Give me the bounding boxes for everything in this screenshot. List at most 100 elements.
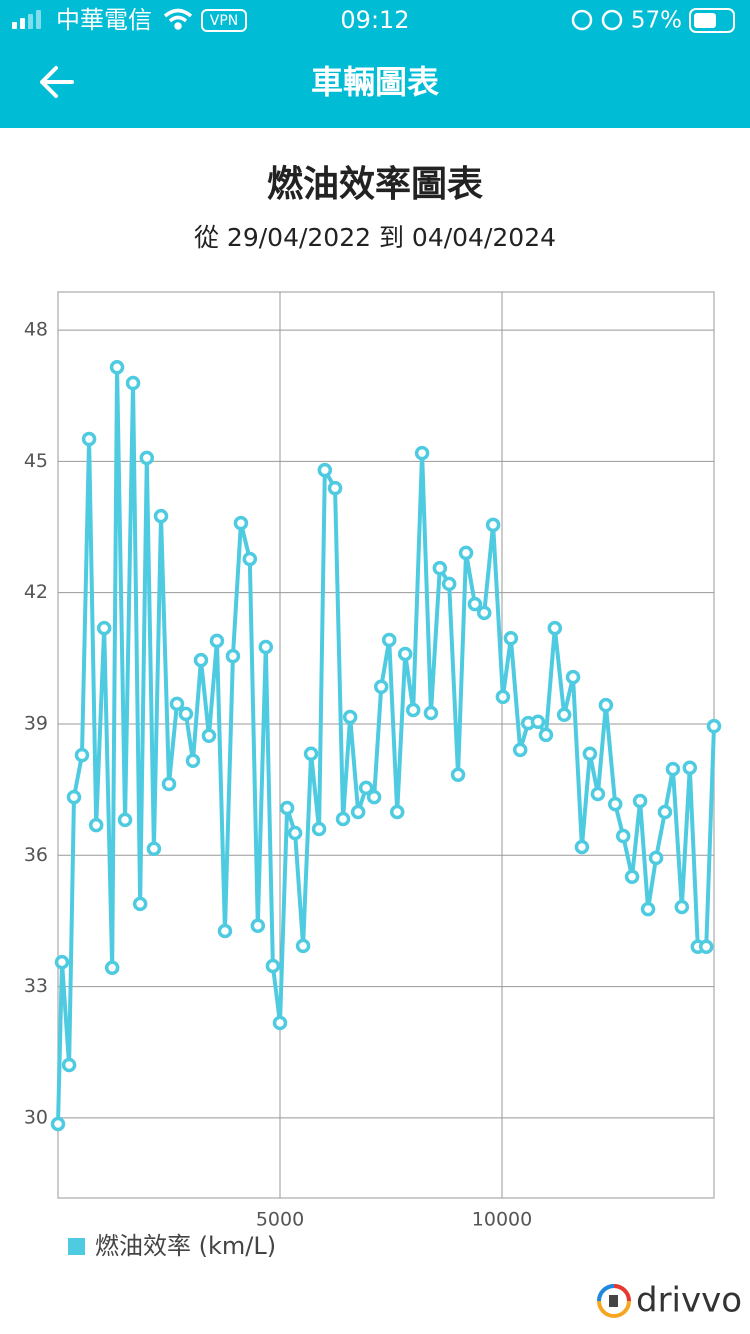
data-point [397, 646, 413, 662]
data-point [665, 761, 681, 777]
battery-percent: 57% [631, 8, 682, 34]
y-tick-label: 30 [24, 1106, 48, 1128]
data-point [574, 839, 590, 855]
alarm-icon [601, 9, 623, 31]
data-point [358, 780, 374, 796]
data-point [624, 869, 640, 884]
data-point [373, 679, 389, 695]
data-point [169, 696, 185, 712]
data-point [632, 793, 648, 809]
rotation-lock-icon [571, 9, 593, 31]
data-point [185, 753, 201, 769]
legend-swatch [68, 1238, 85, 1255]
data-point [674, 899, 690, 915]
data-point [250, 918, 266, 934]
data-point [178, 706, 194, 722]
screen-title: 車輛圖表 [311, 63, 439, 101]
data-point [287, 825, 303, 841]
data-point [66, 789, 82, 805]
data-point [698, 939, 714, 955]
data-point [146, 841, 162, 856]
data-point [193, 652, 209, 668]
data-point [327, 480, 343, 496]
vpn-label: VPN [210, 13, 239, 29]
y-tick-label: 39 [24, 712, 48, 734]
data-point [556, 707, 572, 723]
signal-icon [12, 10, 41, 29]
data-point [61, 1057, 77, 1073]
data-point [242, 551, 258, 567]
data-point [350, 804, 366, 820]
battery-icon [689, 8, 735, 33]
data-point [153, 508, 169, 524]
data-point [423, 705, 439, 721]
data-point [450, 767, 466, 783]
data-point [366, 789, 382, 805]
y-tick-label: 48 [24, 319, 48, 341]
carrier: 中華電信 [56, 6, 152, 34]
data-point [258, 639, 274, 655]
data-point [342, 709, 358, 725]
app-bar [0, 0, 750, 128]
data-point [615, 828, 631, 844]
data-point [458, 545, 474, 561]
data-point [295, 938, 311, 954]
data-point [657, 804, 673, 820]
chart-title: 燃油效率圖表 [267, 164, 483, 205]
data-point [201, 728, 217, 744]
clock: 09:12 [340, 6, 409, 34]
data-point [54, 954, 70, 970]
data-point [117, 812, 133, 828]
data-point [598, 697, 614, 713]
data-point [161, 776, 177, 792]
data-point [109, 360, 125, 375]
data-point [565, 669, 581, 685]
data-point [485, 517, 501, 533]
data-point [74, 747, 90, 763]
data-point [467, 596, 483, 612]
data-point [476, 605, 492, 621]
data-point [607, 796, 623, 812]
data-point [279, 800, 295, 816]
data-point [233, 515, 249, 531]
y-tick-label: 42 [24, 581, 48, 603]
data-point [590, 786, 606, 802]
data-point [225, 648, 241, 664]
data-point [139, 450, 155, 466]
back-button[interactable] [40, 66, 74, 98]
y-tick-label: 45 [24, 450, 48, 472]
data-point [88, 817, 104, 833]
vpn-badge [201, 9, 247, 32]
data-point [132, 896, 148, 912]
data-point [414, 445, 430, 461]
data-point [104, 960, 120, 976]
data-point [405, 702, 421, 718]
data-point [582, 746, 598, 762]
data-point [265, 958, 281, 974]
data-point [217, 923, 233, 939]
data-point [706, 718, 722, 734]
data-point [125, 375, 141, 391]
data-point [441, 576, 457, 592]
data-point [335, 811, 351, 827]
brand-name: drivvo [636, 1281, 742, 1321]
data-point [272, 1015, 288, 1031]
data-point [640, 901, 656, 917]
data-point [495, 689, 511, 705]
y-tick-label: 36 [24, 844, 48, 866]
x-tick-label: 10000 [472, 1209, 532, 1231]
brand-logo [597, 1284, 631, 1318]
data-point [389, 804, 405, 820]
legend-label: 燃油效率 (km/L) [95, 1232, 276, 1260]
data-point [432, 560, 448, 576]
data-point [538, 727, 554, 743]
data-point [503, 630, 519, 646]
data-point [682, 760, 698, 776]
data-point [303, 746, 319, 762]
data-point [381, 632, 397, 648]
y-tick-label: 33 [24, 975, 48, 997]
battery-level [694, 13, 716, 28]
data-point [648, 850, 664, 866]
wifi-icon [163, 8, 193, 30]
